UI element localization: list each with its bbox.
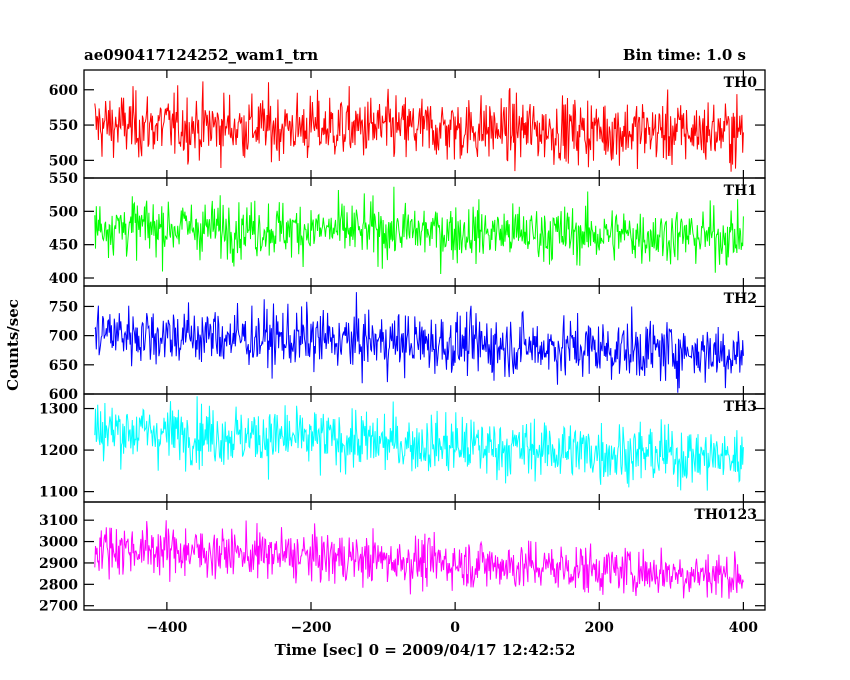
x-tick-label: −200	[291, 620, 332, 636]
plot-title: ae090417124252_wam1_trn	[84, 46, 318, 64]
y-tick-label: 600	[49, 83, 78, 99]
y-tick-label: 650	[49, 358, 78, 374]
y-tick-label: 1100	[39, 485, 78, 501]
y-tick-label: 550	[49, 118, 78, 134]
y-tick-label: 2900	[39, 556, 78, 572]
panel-label: TH1	[724, 183, 757, 199]
bin-time-label: Bin time: 1.0 s	[623, 46, 746, 64]
x-tick-label: 400	[729, 620, 758, 636]
series-line-th1	[94, 186, 744, 275]
series-line-th3	[94, 396, 744, 491]
y-tick-label: 1200	[39, 443, 78, 459]
panel-th0123: 2700 2800 2900 3000 3100 TH0123	[39, 501, 766, 615]
panel-label: TH2	[724, 291, 757, 307]
x-tick-label: 0	[450, 620, 460, 636]
y-tick-label: 550	[49, 171, 78, 187]
x-tick-label: −400	[146, 620, 187, 636]
panels-group: 500 550 600 TH0 400 450 500 550 TH1 600 650 700 750 T…	[39, 69, 766, 636]
y-tick-label: 3000	[39, 535, 78, 551]
y-axis-label: Counts/sec	[4, 299, 22, 391]
y-tick-label: 750	[49, 299, 78, 315]
x-axis-label: Time [sec] 0 = 2009/04/17 12:42:52	[275, 641, 576, 659]
x-tick-label: 200	[585, 620, 614, 636]
y-tick-label: 500	[49, 153, 78, 169]
panel-label: TH0123	[694, 507, 757, 523]
panel-th0: 500 550 600 TH0	[49, 69, 766, 179]
y-tick-label: 600	[49, 387, 78, 403]
series-line-th0123	[94, 520, 744, 599]
panel-label: TH0	[724, 75, 758, 91]
panel-label: TH3	[724, 399, 757, 415]
series-line-th0	[94, 81, 744, 172]
y-tick-label: 450	[49, 238, 78, 254]
y-tick-label: 500	[49, 204, 78, 220]
y-tick-label: 400	[49, 271, 78, 287]
panel-th3: 1100 1200 1300 TH3	[39, 393, 766, 503]
y-tick-label: 1300	[39, 402, 78, 418]
panel-frame	[83, 501, 766, 611]
series-line-th2	[94, 292, 744, 393]
y-tick-label: 700	[49, 329, 78, 345]
panel-th1: 400 450 500 550 TH1	[49, 171, 766, 287]
panel-th2: 600 650 700 750 TH2	[49, 285, 766, 403]
y-tick-label: 2800	[39, 577, 78, 593]
y-tick-label: 3100	[39, 513, 78, 529]
y-tick-label: 2700	[39, 599, 78, 615]
